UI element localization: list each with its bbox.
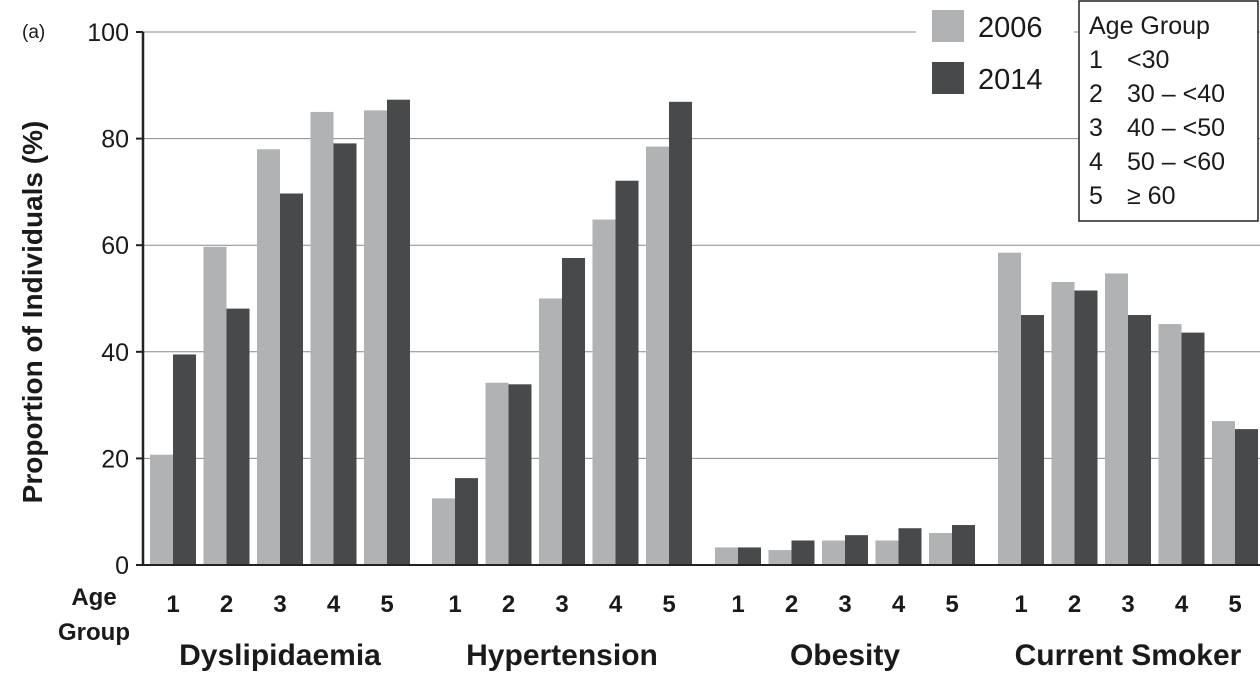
x-tick-label: 2 <box>785 591 798 618</box>
legend-swatch-2006 <box>932 10 964 42</box>
y-axis-label: Proportion of Individuals (%) <box>17 121 48 504</box>
y-tick-label: 0 <box>115 552 129 580</box>
bar-2006 <box>1105 273 1128 565</box>
bar-2014 <box>280 193 303 565</box>
bar-2006 <box>150 454 173 565</box>
bar-2006 <box>646 146 669 565</box>
age-legend-frame <box>1078 0 1259 222</box>
x-tick-label: 1 <box>1014 591 1027 618</box>
age-legend-title: Age Group <box>1089 12 1210 40</box>
bar-2014 <box>562 257 585 565</box>
panel-label: (a) <box>22 22 45 43</box>
bar-2014 <box>1021 315 1044 565</box>
category-label: Current Smoker <box>1015 639 1242 672</box>
x-tick-label: 5 <box>380 591 393 618</box>
age-legend-num: 1 <box>1089 46 1103 74</box>
bar-2014 <box>1181 332 1205 565</box>
bar-2006 <box>768 550 792 565</box>
legend-label: 2006 <box>978 12 1043 44</box>
age-legend-range: 50 – <60 <box>1127 148 1225 176</box>
bar-2006 <box>539 298 562 565</box>
age-group-legend: Age Group 1 <30 2 30 – <40 3 40 – <50 4 50 – <60… <box>1078 0 1259 222</box>
y-tick-label: 20 <box>101 445 129 473</box>
bar-2006 <box>929 533 952 565</box>
bar-2006 <box>592 219 616 565</box>
x-tick-label: 4 <box>1175 591 1189 618</box>
bar-2006 <box>875 540 899 565</box>
y-tick-label: 100 <box>87 19 129 47</box>
legend-label: 2014 <box>978 64 1043 96</box>
bar-2014 <box>791 540 815 565</box>
bar-2006 <box>998 252 1021 566</box>
x-tick-label: 1 <box>448 591 461 618</box>
bar-2006 <box>203 246 227 565</box>
age-legend-range: 40 – <50 <box>1127 114 1225 142</box>
axes: 0 20 40 60 80 100 <box>87 19 1260 580</box>
x-tick-label: 5 <box>945 591 958 618</box>
bar-2014 <box>952 525 975 565</box>
category-label: Obesity <box>790 639 900 672</box>
x-tick-label: 1 <box>731 591 744 618</box>
bars <box>150 99 1258 566</box>
age-legend-num: 4 <box>1089 148 1103 176</box>
bar-2006 <box>715 547 738 565</box>
x-axis-label: Age <box>71 584 116 611</box>
year-legend: 2006 2014 <box>916 5 1074 101</box>
x-tick-label: 4 <box>327 591 341 618</box>
bar-2014 <box>455 478 478 565</box>
y-tick-label: 60 <box>101 232 129 260</box>
x-tick-label: 4 <box>609 591 623 618</box>
bar-2014 <box>173 354 196 565</box>
bar-2006 <box>485 382 509 565</box>
bar-2014 <box>669 101 692 565</box>
bar-2006 <box>310 111 334 565</box>
axis-labels: (a) Proportion of Individuals (%) <box>17 22 48 503</box>
bar-2014 <box>1128 315 1151 565</box>
bar-2006 <box>1158 324 1182 565</box>
age-legend-num: 2 <box>1089 80 1103 108</box>
x-tick-label: 1 <box>166 591 179 618</box>
bar-2014 <box>333 143 357 565</box>
x-tick-label: 3 <box>273 591 286 618</box>
y-tick-label: 40 <box>101 339 129 367</box>
bar-2006 <box>822 540 845 565</box>
x-tick-label: 5 <box>662 591 675 618</box>
age-legend-num: 5 <box>1089 182 1103 210</box>
x-axis-label: Group <box>58 619 130 646</box>
x-tick-label: 4 <box>892 591 906 618</box>
bar-2014 <box>226 308 250 565</box>
x-tick-label: 2 <box>220 591 233 618</box>
age-legend-range: <30 <box>1127 46 1169 74</box>
bar-2006 <box>257 149 280 565</box>
x-tick-label: 2 <box>502 591 515 618</box>
category-label: Hypertension <box>466 639 658 672</box>
age-legend-range: ≥ 60 <box>1127 182 1175 210</box>
y-tick-label: 80 <box>101 126 129 154</box>
bar-2014 <box>387 99 410 565</box>
bar-2014 <box>615 180 639 565</box>
x-tick-label: 5 <box>1228 591 1241 618</box>
bar-2006 <box>1051 281 1075 565</box>
x-tick-label: 3 <box>838 591 851 618</box>
category-label: Dyslipidaemia <box>179 639 381 672</box>
bar-2014 <box>898 528 922 565</box>
bar-2014 <box>845 535 868 565</box>
bar-2006 <box>1212 421 1235 565</box>
bar-2014 <box>738 547 761 565</box>
bar-2006 <box>432 498 455 565</box>
age-legend-range: 30 – <40 <box>1127 80 1225 108</box>
legend-swatch-2014 <box>932 62 964 94</box>
x-tick-label: 3 <box>1121 591 1134 618</box>
bar-2014 <box>1235 429 1258 565</box>
bar-2014 <box>1074 290 1098 565</box>
bar-2006 <box>364 110 387 565</box>
x-tick-label: 3 <box>555 591 568 618</box>
x-tick-label: 2 <box>1068 591 1081 618</box>
bar-2014 <box>508 384 532 565</box>
age-legend-num: 3 <box>1089 114 1103 142</box>
